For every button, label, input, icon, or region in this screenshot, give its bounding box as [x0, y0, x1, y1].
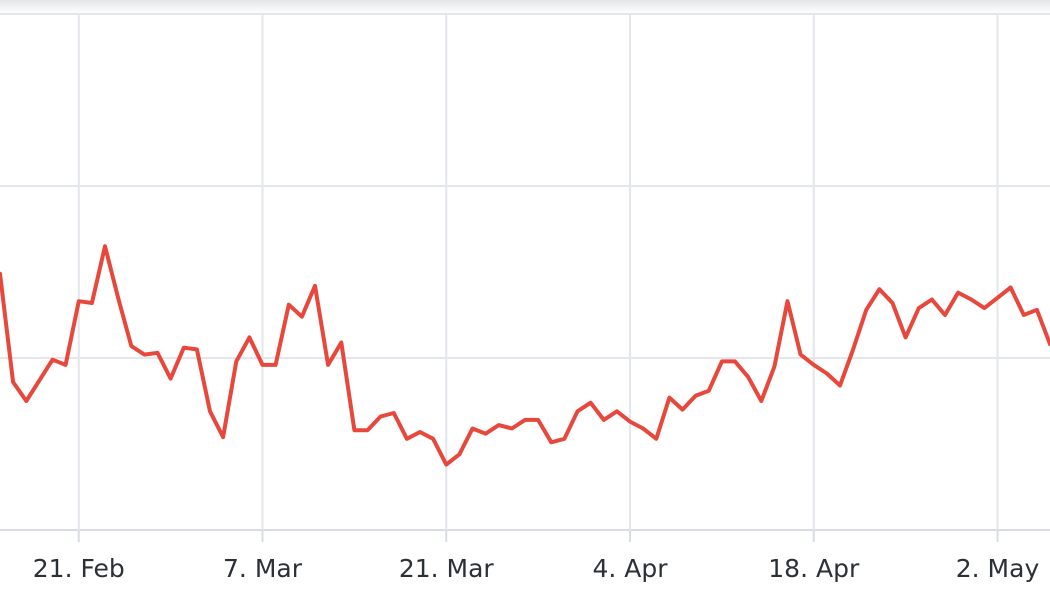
x-tick-label: 2. May	[956, 554, 1040, 583]
x-tick-label: 21. Mar	[399, 554, 495, 583]
x-tick-label: 18. Apr	[768, 554, 860, 583]
x-tick-label: 21. Feb	[33, 554, 125, 583]
x-tick-label: 4. Apr	[592, 554, 668, 583]
chart-top-edge	[0, 0, 1050, 14]
x-tick-label: 7. Mar	[223, 554, 303, 583]
series-line-0	[0, 244, 1050, 467]
